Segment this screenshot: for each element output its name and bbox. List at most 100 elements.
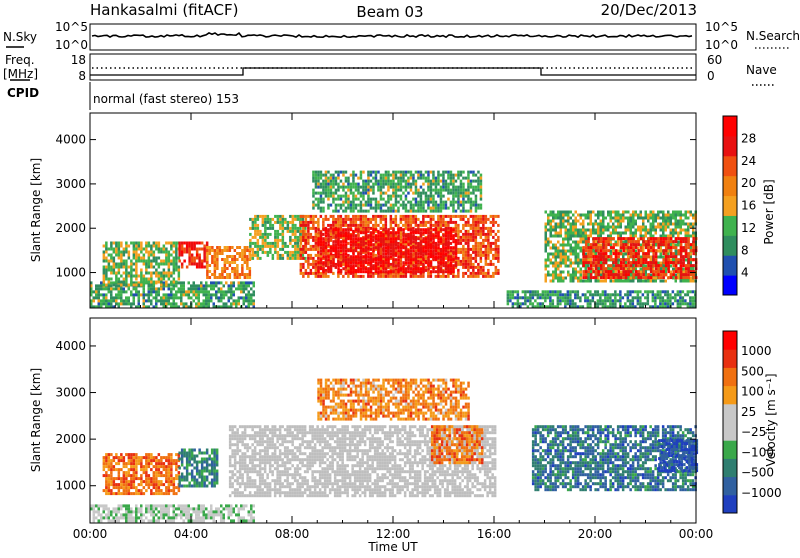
heatmap-cell <box>370 231 373 234</box>
heatmap-cell <box>342 195 345 198</box>
heatmap-cell <box>477 251 480 254</box>
heatmap-cell <box>252 221 255 224</box>
heatmap-cell <box>587 302 590 305</box>
heatmap-cell <box>186 245 189 248</box>
heatmap-cell <box>352 210 355 213</box>
heatmap-cell <box>330 192 333 195</box>
heatmap-cell <box>435 177 438 180</box>
heatmap-cell <box>264 236 267 239</box>
heatmap-cell <box>320 186 323 189</box>
heatmap-cell <box>163 275 166 278</box>
heatmap-cell <box>432 207 435 210</box>
heatmap-cell <box>390 243 393 246</box>
heatmap-cell <box>585 232 588 235</box>
heatmap-cell <box>238 302 241 305</box>
heatmap-cell <box>562 293 565 296</box>
heatmap-cell <box>637 296 640 299</box>
heatmap-cell <box>143 260 146 263</box>
heatmap-cell <box>165 302 168 305</box>
heatmap-cell <box>123 248 126 251</box>
heatmap-cell <box>480 227 483 230</box>
heatmap-cell <box>634 296 637 299</box>
heatmap-cell <box>355 249 358 252</box>
heatmap-cell <box>430 224 433 227</box>
heatmap-cell <box>300 230 303 233</box>
heatmap-cell <box>395 258 398 261</box>
heatmap-cell <box>410 204 413 207</box>
heatmap-cell <box>350 249 353 252</box>
heatmap-cell <box>302 239 305 242</box>
heatmap-cell <box>435 204 438 207</box>
heatmap-cell <box>427 183 430 186</box>
heatmap-cell <box>390 180 393 183</box>
heatmap-cell <box>110 269 113 272</box>
heatmap-cell <box>330 270 333 273</box>
heatmap-cell <box>105 302 108 305</box>
heatmap-cell <box>629 302 632 305</box>
heatmap-cell <box>460 230 463 233</box>
heatmap-cell <box>249 248 252 251</box>
heatmap-cell <box>672 232 675 235</box>
heatmap-cell <box>110 299 113 302</box>
heatmap-cell <box>607 293 610 296</box>
heatmap-cell <box>347 215 350 218</box>
heatmap-cell <box>233 284 236 287</box>
heatmap-cell <box>455 230 458 233</box>
heatmap-cell <box>485 227 488 230</box>
heatmap-cell <box>138 299 141 302</box>
heatmap-cell <box>322 198 325 201</box>
heatmap-cell <box>110 281 113 284</box>
heatmap-cell <box>135 257 138 260</box>
heatmap-cell <box>455 240 458 243</box>
heatmap-cell <box>662 235 665 238</box>
heatmap-cell <box>210 287 213 290</box>
heatmap-cell <box>420 186 423 189</box>
heatmap-cell <box>395 246 398 249</box>
heatmap-cell <box>672 229 675 232</box>
heatmap-cell <box>392 228 395 231</box>
heatmap-cell <box>382 255 385 258</box>
heatmap-cell <box>130 281 133 284</box>
heatmap-cell <box>229 273 232 276</box>
heatmap-cell <box>350 240 353 243</box>
heatmap-cell <box>360 275 363 278</box>
heatmap-cell <box>460 195 463 198</box>
heatmap-cell <box>485 251 488 254</box>
heatmap-cell <box>228 296 231 299</box>
heatmap-cell <box>203 293 206 296</box>
heatmap-cell <box>279 227 282 230</box>
heatmap-cell <box>249 218 252 221</box>
heatmap-cell <box>209 246 212 249</box>
heatmap-cell <box>226 276 229 279</box>
heatmap-cell <box>427 221 430 224</box>
heatmap-cell <box>181 266 184 269</box>
heatmap-cell <box>178 266 181 269</box>
heatmap-cell <box>567 299 570 302</box>
heatmap-cell <box>155 293 158 296</box>
heatmap-cell <box>450 264 453 267</box>
heatmap-cell <box>430 231 433 234</box>
heatmap-cell <box>452 192 455 195</box>
heatmap-cell <box>113 269 116 272</box>
heatmap-cell <box>320 252 323 255</box>
heatmap-cell <box>387 195 390 198</box>
heatmap-cell <box>320 198 323 201</box>
heatmap-cell <box>662 223 665 226</box>
heatmap-cell <box>190 290 193 293</box>
heatmap-cell <box>108 284 111 287</box>
heatmap-cell <box>392 243 395 246</box>
heatmap-cell <box>420 195 423 198</box>
heatmap-cell <box>467 192 470 195</box>
heatmap-cell <box>412 218 415 221</box>
heatmap-cell <box>587 235 590 238</box>
heatmap-cell <box>327 258 330 261</box>
heatmap-cell <box>332 218 335 221</box>
heatmap-cell <box>305 242 308 245</box>
heatmap-cell <box>252 227 255 230</box>
heatmap-cell <box>342 189 345 192</box>
heatmap-cell <box>480 236 483 239</box>
heatmap-cell <box>435 224 438 227</box>
heatmap-cell <box>467 254 470 257</box>
heatmap-cell <box>550 229 553 232</box>
heatmap-cell <box>380 210 383 213</box>
